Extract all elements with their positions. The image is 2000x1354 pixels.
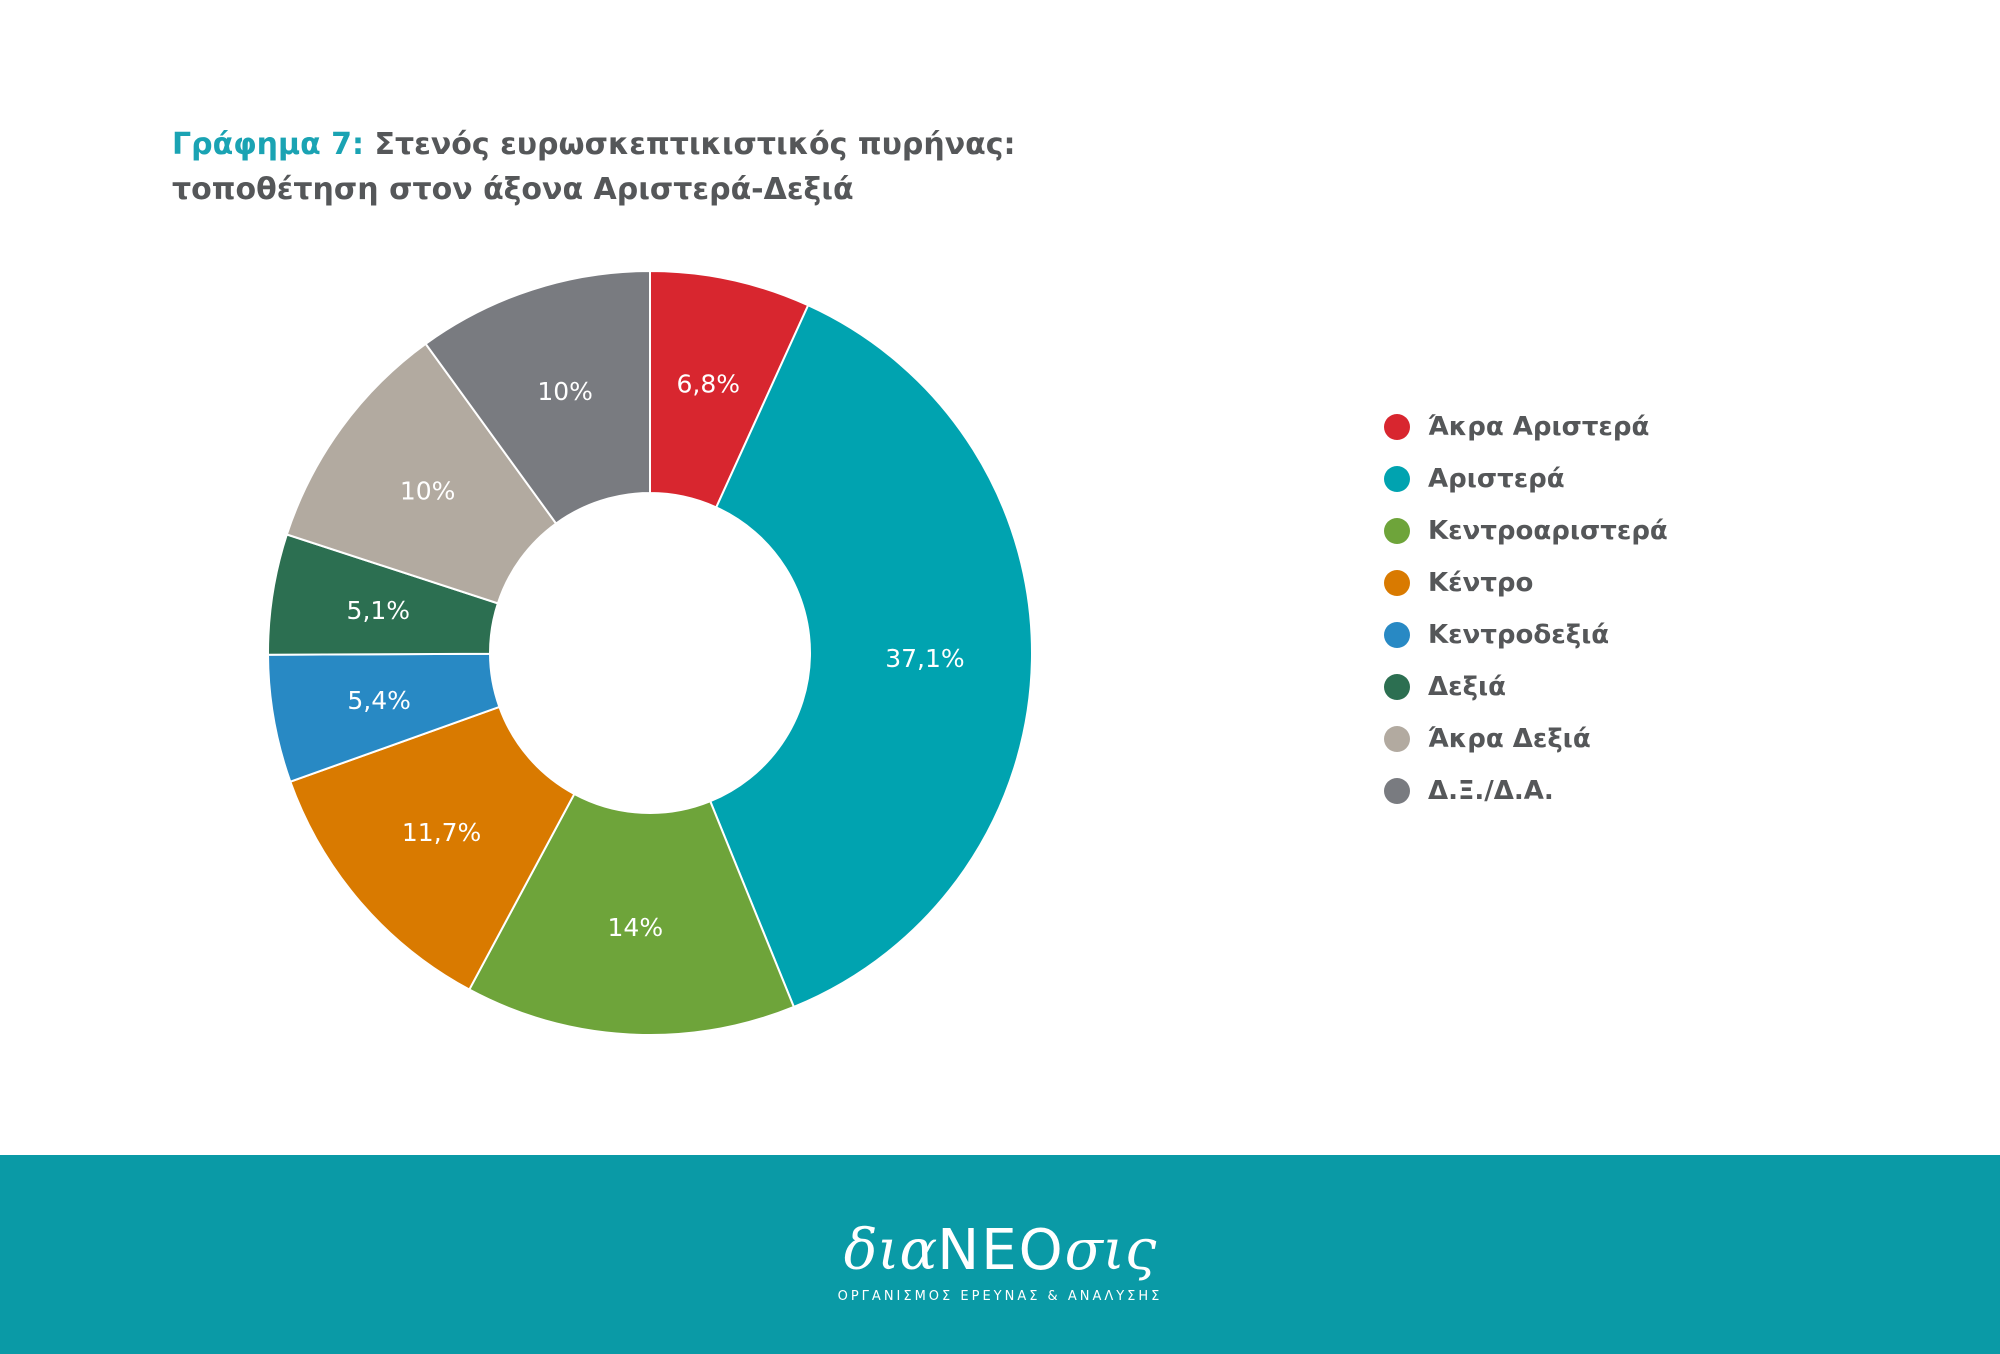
chart-legend: Άκρα Αριστερά Αριστερά Κεντροαριστερά Κέντρ…	[1384, 412, 1668, 830]
legend-swatch	[1384, 570, 1410, 596]
legend-label: Κεντροαριστερά	[1428, 516, 1668, 546]
legend-item-2: Αριστερά	[1384, 464, 1668, 494]
legend-item-6: Δεξιά	[1384, 672, 1668, 702]
chart-title: Γράφημα 7: Στενός ευρωσκεπτικιστικός πυρ…	[172, 122, 1072, 212]
logo-prefix: δια	[843, 1218, 938, 1283]
slice-value-label-3: 14%	[608, 913, 664, 942]
legend-swatch	[1384, 622, 1410, 648]
donut-slice-4	[289, 705, 576, 991]
donut-chart: 6,8% 37,1% 14% 11,7% 5,4% 5,1% 10% 10%	[266, 269, 1034, 1036]
legend-swatch	[1384, 726, 1410, 752]
chart-title-line1: Στενός ευρωσκεπτικιστικός πυρήνας:	[364, 127, 1016, 162]
legend-item-7: Άκρα Δεξιά	[1384, 724, 1668, 754]
donut-slice-8	[424, 269, 651, 525]
logo-tagline: ΟΡΓΑΝΙΣΜΟΣ ΕΡΕΥΝΑΣ & ΑΝΑΛΥΣΗΣ	[837, 1289, 1163, 1304]
legend-label: Δεξιά	[1428, 672, 1506, 702]
slice-value-label-2: 37,1%	[885, 644, 964, 673]
legend-swatch	[1384, 414, 1410, 440]
legend-item-8: Δ.Ξ./Δ.Α.	[1384, 776, 1668, 806]
legend-swatch	[1384, 778, 1410, 804]
donut-slice-7	[285, 342, 558, 605]
slice-value-label-6: 5,1%	[347, 596, 411, 625]
logo-suffix: σις	[1064, 1218, 1157, 1283]
chart-title-line2: τοποθέτηση στον άξονα Αριστερά-Δεξιά	[172, 172, 854, 207]
legend-swatch	[1384, 518, 1410, 544]
slice-value-label-7: 10%	[400, 477, 456, 506]
slice-value-label-4: 11,7%	[402, 818, 481, 847]
legend-label: Δ.Ξ./Δ.Α.	[1428, 776, 1554, 806]
legend-item-5: Κεντροδεξιά	[1384, 620, 1668, 650]
legend-swatch	[1384, 674, 1410, 700]
legend-item-4: Κέντρο	[1384, 568, 1668, 598]
legend-label: Άκρα Αριστερά	[1428, 412, 1650, 442]
legend-label: Άκρα Δεξιά	[1428, 724, 1591, 754]
legend-label: Κεντροδεξιά	[1428, 620, 1610, 650]
chart-title-prefix: Γράφημα 7:	[172, 127, 365, 162]
donut-slice-3	[467, 792, 796, 1036]
legend-label: Κέντρο	[1428, 568, 1534, 598]
logo-caps: ΝΕΟ	[937, 1218, 1065, 1283]
dianeosis-logo: διαΝΕΟσις	[0, 1219, 2000, 1283]
footer-banner: διαΝΕΟσις ΟΡΓΑΝΙΣΜΟΣ ΕΡΕΥΝΑΣ & ΑΝΑΛΥΣΗΣ	[0, 1155, 2000, 1354]
legend-swatch	[1384, 466, 1410, 492]
legend-label: Αριστερά	[1428, 464, 1565, 494]
slice-value-label-1: 6,8%	[676, 370, 740, 399]
slice-value-label-5: 5,4%	[347, 686, 411, 715]
donut-slice-2	[708, 303, 1034, 1009]
legend-item-3: Κεντροαριστερά	[1384, 516, 1668, 546]
legend-item-1: Άκρα Αριστερά	[1384, 412, 1668, 442]
slice-value-label-8: 10%	[537, 377, 593, 406]
